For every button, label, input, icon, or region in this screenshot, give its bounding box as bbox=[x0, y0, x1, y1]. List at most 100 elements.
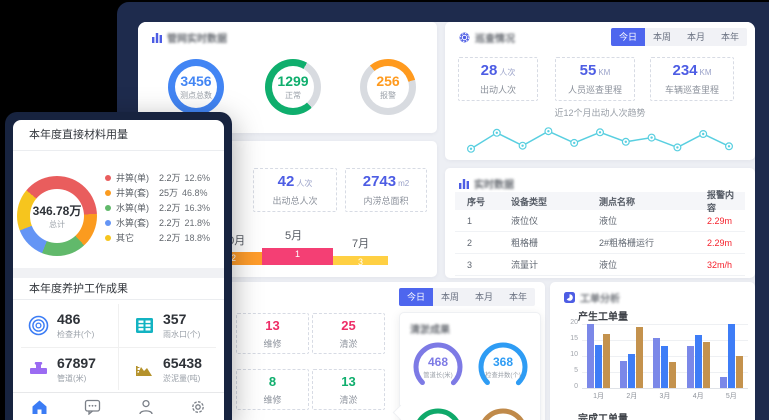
flood-area-value: 2743 bbox=[362, 173, 397, 190]
table-row: 2 粗格栅 2#粗格栅运行 2.29m bbox=[455, 232, 745, 254]
panel-patrol: 巡查情况 今日 本周 本月 本年 28 人次 出动人次 55 KM 人员巡查里程 2… bbox=[445, 22, 755, 160]
stat-inspection-wells: 486 检查井(个) bbox=[13, 304, 133, 347]
stat-box-flood-area: 2743 m2 内涝总面积 bbox=[345, 168, 427, 212]
work-tab-week[interactable]: 本周 bbox=[440, 292, 459, 302]
phone-screen: 本年度直接材料用量 346.78万 总计 井箅(单) 2.2万 12.6% 井箅(套… bbox=[13, 120, 224, 420]
table-row: 3 流量计 液位 32m/h bbox=[455, 254, 745, 276]
panel-realtime: 实时数据 序号 设备类型 测点名称 报警内容 1 液位仪 液位 2.29m 2 … bbox=[445, 168, 755, 278]
flood-area-unit: m2 bbox=[398, 179, 410, 188]
gauge-pipe-length: 468 管道长(米) bbox=[412, 341, 464, 393]
legend-item: 水箅(套) 2.2万 21.8% bbox=[105, 215, 220, 230]
section-gap bbox=[13, 268, 224, 278]
flood-area-label: 内涝总面积 bbox=[363, 196, 409, 206]
patrol-km-unit: KM bbox=[598, 68, 611, 77]
gauge-inspection-wells: 368 检查井数(个) bbox=[477, 341, 529, 393]
vehicle-km-value: 234 bbox=[672, 62, 698, 79]
panel-dredge-results: 清淤成果 468 管道长(米) 368 检查井数(个) bbox=[392, 312, 541, 420]
workorder-y-axis: 20 15 10 5 0 bbox=[570, 319, 578, 390]
table-row: 1 液位仪 液位 2.29m bbox=[455, 210, 745, 232]
legend-item: 水箅(单) 2.2万 16.3% bbox=[105, 200, 220, 215]
patrol-km-label: 人员巡查里程 bbox=[567, 85, 622, 95]
work-tab-year[interactable]: 本年 bbox=[508, 292, 527, 302]
dispatch-total-value: 42 bbox=[277, 173, 295, 190]
ring-alarm: 256 报警 bbox=[360, 59, 416, 115]
gauge-partial-green bbox=[412, 407, 464, 420]
work-tab-today[interactable]: 今日 bbox=[398, 288, 433, 306]
patrol-tab-month[interactable]: 本月 bbox=[686, 32, 705, 42]
podium-bar-rank1: 1 bbox=[262, 248, 333, 265]
gear-circle-icon bbox=[459, 32, 470, 43]
workorder-x-axis: 1月 2月 3月 4月 5月 bbox=[593, 393, 737, 400]
stat-box-dredge-1: 25 清淤 bbox=[312, 313, 385, 354]
manhole-icon bbox=[28, 315, 49, 336]
vehicle-km-label: 车辆巡查里程 bbox=[664, 85, 719, 95]
panel-pipeline-title: 管网实时数据 bbox=[167, 34, 227, 45]
panel-dredge-title: 清淤成果 bbox=[410, 325, 450, 336]
chat-icon[interactable] bbox=[84, 399, 101, 415]
ring-alarm-label: 报警 bbox=[380, 90, 396, 100]
work-tabs: 今日 本周 本月 本年 bbox=[398, 288, 535, 306]
grate-icon bbox=[136, 318, 153, 333]
patrol-tab-today[interactable]: 今日 bbox=[610, 28, 645, 46]
bar-chart-icon bbox=[459, 178, 469, 189]
stat-box-dispatch-total: 42 人次 出动总人次 bbox=[253, 168, 337, 212]
materials-total-label: 总计 bbox=[49, 220, 65, 229]
patrol-people-value: 28 bbox=[480, 62, 498, 79]
panel-pipeline: 管网实时数据 3456 测点总数 1299 正常 256 报警 bbox=[138, 22, 437, 133]
panel-realtime-title: 实时数据 bbox=[474, 180, 514, 191]
workorder-section2-title: 完成工单量 bbox=[578, 414, 628, 420]
stat-box-repair-2: 8 维修 bbox=[236, 369, 309, 410]
panel-patrol-title: 巡查情况 bbox=[475, 34, 515, 45]
gear-icon[interactable] bbox=[190, 399, 206, 415]
home-icon[interactable] bbox=[31, 399, 48, 415]
dispatch-total-label: 出动总人次 bbox=[272, 196, 318, 206]
stat-rain-inlets: 357 雨水口(个) bbox=[119, 304, 224, 347]
workorder-bar-chart bbox=[582, 324, 748, 389]
maintenance-title: 本年度养护工作成果 bbox=[13, 278, 224, 300]
realtime-table: 序号 设备类型 测点名称 报警内容 1 液位仪 液位 2.29m 2 粗格栅 2… bbox=[455, 190, 745, 276]
workorder-section1-title: 产生工单量 bbox=[578, 312, 628, 323]
ring-normal-label: 正常 bbox=[285, 90, 301, 100]
stat-box-patrol-km: 55 KM 人员巡查里程 bbox=[555, 57, 635, 101]
phone-frame: 本年度直接材料用量 346.78万 总计 井箅(单) 2.2万 12.6% 井箅(套… bbox=[5, 112, 232, 420]
legend-item: 井箅(单) 2.2万 12.6% bbox=[105, 170, 220, 185]
ring-normal-value: 1299 bbox=[277, 72, 309, 89]
patrol-km-value: 55 bbox=[579, 62, 597, 79]
sludge-icon bbox=[136, 366, 152, 376]
podium-month-3: 7月 bbox=[352, 238, 370, 250]
podium-month-2: 5月 bbox=[285, 230, 303, 242]
materials-total-value: 346.78万 bbox=[32, 204, 82, 218]
podium-bar-rank3: 3 bbox=[333, 256, 388, 267]
user-icon[interactable] bbox=[138, 399, 154, 415]
panel-workorder: 工单分析 产生工单量 20 15 10 5 0 1月 2月 3月 4月 5月 完成工单量 bbox=[550, 282, 755, 420]
pie-square-icon bbox=[564, 292, 575, 303]
legend-item: 其它 2.2万 18.8% bbox=[105, 230, 220, 245]
patrol-tab-year[interactable]: 本年 bbox=[720, 32, 739, 42]
stat-box-vehicle-km: 234 KM 车辆巡查里程 bbox=[650, 57, 734, 101]
trend-title: 近12个月出动人次趋势 bbox=[554, 108, 646, 118]
gauge-partial-brown bbox=[477, 407, 529, 420]
vehicle-km-unit: KM bbox=[699, 68, 712, 77]
stat-sludge-tons: 65438 淤泥量(吨) bbox=[119, 348, 224, 391]
pipe-icon bbox=[30, 362, 47, 374]
table-header: 序号 设备类型 测点名称 报警内容 bbox=[455, 190, 745, 213]
stat-box-dredge-2: 13 清淤 bbox=[312, 369, 385, 410]
ring-total-points: 3456 测点总数 bbox=[168, 59, 224, 115]
legend-item: 井箅(套) 25万 46.8% bbox=[105, 185, 220, 200]
materials-legend: 井箅(单) 2.2万 12.6% 井箅(套) 25万 46.8% 水箅(单) 2.2万 16… bbox=[105, 170, 220, 245]
work-tab-month[interactable]: 本月 bbox=[474, 292, 493, 302]
materials-donut: 346.78万 总计 bbox=[17, 176, 97, 256]
stat-box-repair-1: 13 维修 bbox=[236, 313, 309, 354]
dispatch-total-unit: 人次 bbox=[296, 179, 313, 188]
patrol-people-label: 出动人次 bbox=[479, 85, 516, 95]
panel-workorder-title: 工单分析 bbox=[580, 294, 620, 305]
stat-box-patrol-people: 28 人次 出动人次 bbox=[458, 57, 538, 101]
ring-total-value: 3456 bbox=[180, 72, 212, 89]
patrol-tab-week[interactable]: 本周 bbox=[652, 32, 671, 42]
maintenance-grid: 486 检查井(个) 357 雨水口(个) 67897 管道(米) 65438 淤泥量(… bbox=[13, 300, 224, 394]
patrol-tabs: 今日 本周 本月 本年 bbox=[610, 28, 747, 46]
ring-normal: 1299 正常 bbox=[265, 59, 321, 115]
phone-bottom-nav bbox=[13, 392, 224, 420]
bar-chart-icon bbox=[152, 32, 162, 43]
